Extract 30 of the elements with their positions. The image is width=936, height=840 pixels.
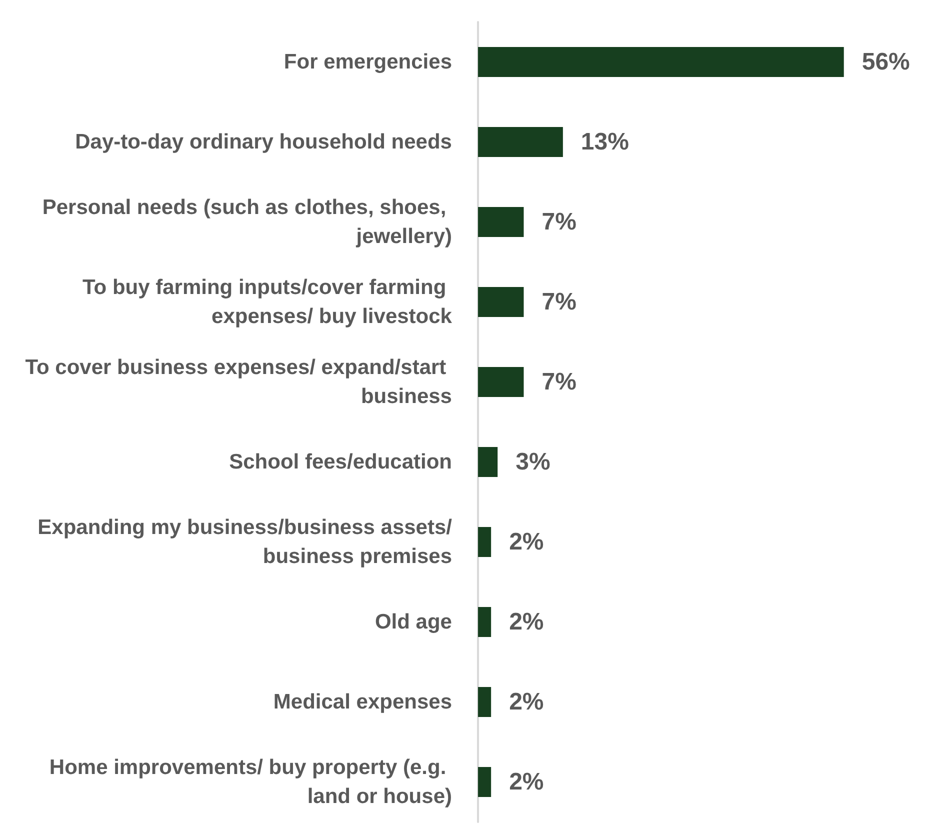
y-tick-label: Personal needs (such as clothes, shoes, jewellery): [42, 196, 452, 248]
bar: [478, 767, 492, 797]
y-tick-label: To cover business expenses/ expand/start business: [25, 356, 452, 408]
bar: [478, 687, 492, 717]
data-label: 2%: [509, 608, 544, 636]
data-label: 3%: [516, 448, 550, 476]
y-tick-label: Expanding my business/business assets/business premises: [38, 516, 452, 568]
bar: [478, 527, 492, 557]
bar: [478, 207, 524, 237]
data-label: 7%: [542, 288, 576, 316]
data-label: 7%: [542, 208, 576, 236]
data-label: 13%: [580, 128, 629, 156]
y-tick-label: Home improvements/ buy property (e.g. land or house): [49, 756, 452, 808]
bar: [478, 287, 524, 317]
y-tick-label: Day-to-day ordinary household needs: [75, 130, 452, 154]
data-label: 2%: [509, 528, 544, 556]
bar: [478, 367, 524, 397]
y-tick-label: For emergencies: [284, 50, 452, 74]
bar: [478, 607, 492, 637]
data-label: 56%: [862, 48, 910, 76]
data-label: 7%: [542, 368, 576, 396]
y-tick-label: School fees/education: [229, 450, 452, 474]
y-tick-label: Medical expenses: [273, 690, 452, 714]
bar: [478, 47, 844, 77]
y-tick-label: To buy farming inputs/cover farming expenses/ buy livestock: [82, 276, 452, 328]
bar: [478, 127, 563, 157]
data-label: 2%: [509, 768, 544, 796]
data-label: 2%: [509, 688, 544, 716]
y-tick-label: Old age: [374, 610, 452, 634]
bar: [478, 447, 498, 477]
